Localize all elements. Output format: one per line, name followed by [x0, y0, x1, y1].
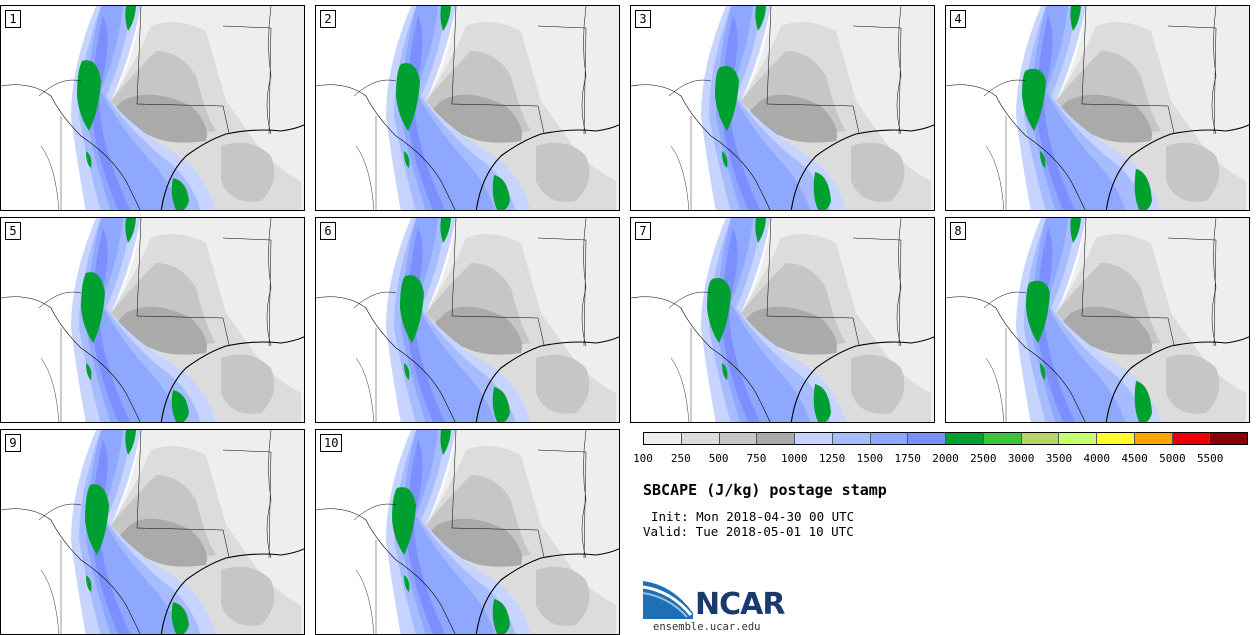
colorbar-tick: 1500	[856, 452, 884, 465]
member-number-label: 3	[635, 10, 651, 28]
sbcape-map	[316, 430, 619, 634]
colorbar-tick: 3500	[1045, 452, 1073, 465]
sbcape-map	[1, 430, 304, 634]
member-number-label: 8	[950, 222, 966, 240]
colorbar-tick: 2000	[932, 452, 959, 465]
colorbar-swatch	[719, 433, 758, 444]
colorbar-tick: 750	[746, 452, 767, 465]
member-panel: 6	[315, 217, 620, 423]
member-number-label: 9	[5, 434, 21, 452]
colorbar-tick: 500	[708, 452, 729, 465]
member-panel: 4	[945, 5, 1250, 211]
member-panel: 3	[630, 5, 935, 211]
member-panel: 5	[0, 217, 305, 423]
colorbar-tick: 2500	[970, 452, 997, 465]
colorbar-swatch	[795, 433, 833, 444]
colorbar-swatch	[1134, 433, 1173, 444]
sbcape-map	[1, 218, 304, 422]
member-number-label: 10	[320, 434, 343, 452]
member-panel: 9	[0, 429, 305, 635]
member-panel: 1	[0, 5, 305, 211]
member-number-label: 2	[320, 10, 336, 28]
colorbar-tick: 5000	[1159, 452, 1186, 465]
sbcape-map	[946, 6, 1249, 210]
colorbar-tick: 100	[633, 452, 653, 465]
sbcape-map	[631, 6, 934, 210]
logo-url: ensemble.ucar.edu	[653, 621, 761, 633]
colorbar-tick: 3000	[1007, 452, 1035, 465]
member-panel: 7	[630, 217, 935, 423]
colorbar-swatch	[946, 433, 984, 444]
member-number-label: 4	[950, 10, 966, 28]
colorbar-tick: 4500	[1121, 452, 1148, 465]
colorbar-swatch	[983, 433, 1022, 444]
member-panel: 8	[945, 217, 1250, 423]
sbcape-map	[946, 218, 1249, 422]
member-panel: 10	[315, 429, 620, 635]
colorbar-tick-labels: 100 250 500 750 1000 1250 1500 1750 2000 2500 3000…	[633, 452, 1248, 466]
member-number-label: 6	[320, 222, 336, 240]
init-time: Init: Mon 2018-04-30 00 UTC	[651, 509, 855, 524]
colorbar-tick: 1750	[894, 452, 921, 465]
sbcape-map	[316, 6, 619, 210]
colorbar-tick: 5500	[1196, 452, 1224, 465]
colorbar-tick: 1250	[818, 452, 846, 465]
colorbar-tick: 250	[670, 452, 691, 465]
colorbar-swatch	[644, 433, 682, 444]
ncar-logo-icon	[643, 581, 693, 619]
member-number-label: 7	[635, 222, 651, 240]
colorbar-swatch	[832, 433, 871, 444]
sbcape-map	[316, 218, 619, 422]
colorbar-swatch	[1097, 433, 1135, 444]
colorbar-swatch	[1021, 433, 1060, 444]
sbcape-map	[631, 218, 934, 422]
member-panel: 2	[315, 5, 620, 211]
sbcape-map	[1, 6, 304, 210]
member-number-label: 5	[5, 222, 21, 240]
colorbar-swatch	[1059, 433, 1097, 444]
colorbar-tick: 4000	[1083, 452, 1111, 465]
colorbar	[643, 432, 1248, 445]
colorbar-swatch	[757, 433, 795, 444]
valid-time: Valid: Tue 2018-05-01 10 UTC	[643, 524, 854, 539]
member-number-label: 1	[5, 10, 21, 28]
colorbar-swatch	[870, 433, 909, 444]
colorbar-swatch	[681, 433, 720, 444]
colorbar-swatch	[1172, 433, 1211, 444]
colorbar-swatch	[1210, 433, 1247, 444]
figure-title: SBCAPE (J/kg) postage stamp	[643, 481, 887, 499]
colorbar-tick: 1000	[781, 452, 808, 465]
ncar-logo-text: NCAR	[695, 587, 785, 622]
colorbar-swatch	[908, 433, 946, 444]
